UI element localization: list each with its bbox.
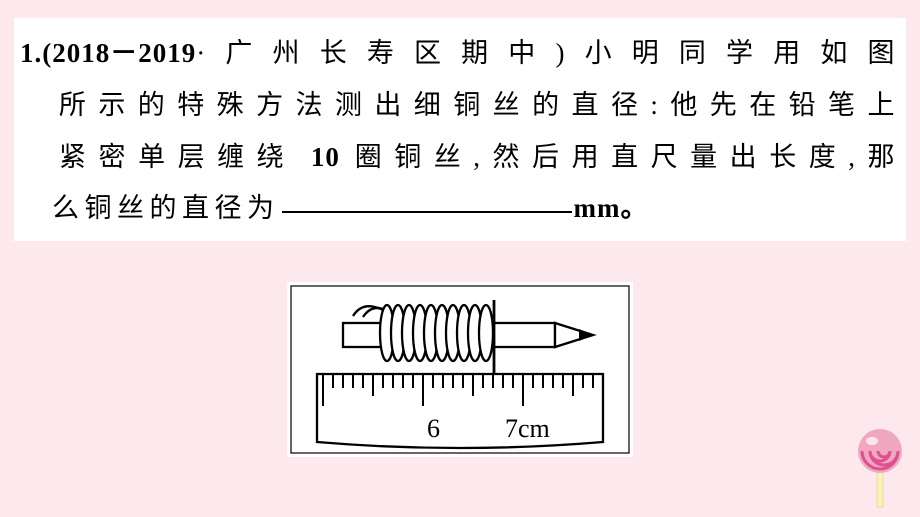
- source-location: 广州长寿区期中): [211, 38, 570, 68]
- source-years: (2018－2019: [42, 38, 196, 68]
- q-line1-tail: 小明同学用如图: [570, 38, 900, 68]
- coil: [380, 305, 493, 361]
- question-number: 1.: [20, 38, 42, 68]
- q-line4a: 么铜丝的直径为: [52, 193, 280, 223]
- tick-label-7cm: 7cm: [505, 414, 550, 443]
- lollipop-icon: [850, 425, 910, 509]
- q-line2: 所示的特殊方法测出细铜丝的直径:他先在铅笔上: [52, 90, 900, 120]
- diagram-svg: 6 7cm: [287, 282, 633, 457]
- ruler-icon: 6 7cm: [317, 374, 603, 448]
- answer-blank: [282, 211, 572, 213]
- q-line3a: 紧密单层缠绕: [52, 142, 296, 172]
- dot: ·: [196, 38, 211, 68]
- tick-label-6: 6: [427, 414, 440, 443]
- figure: 6 7cm: [287, 282, 633, 457]
- question-text: 1.(2018－2019·广州长寿区期中)小明同学用如图 所示的特殊方法测出细铜…: [20, 28, 900, 235]
- turns-count: 10: [296, 142, 355, 172]
- question-box: 1.(2018－2019·广州长寿区期中)小明同学用如图 所示的特殊方法测出细铜…: [14, 18, 906, 241]
- unit: mm。: [574, 193, 649, 223]
- q-line3b: 圈铜丝,然后用直尺量出长度,那: [355, 142, 900, 172]
